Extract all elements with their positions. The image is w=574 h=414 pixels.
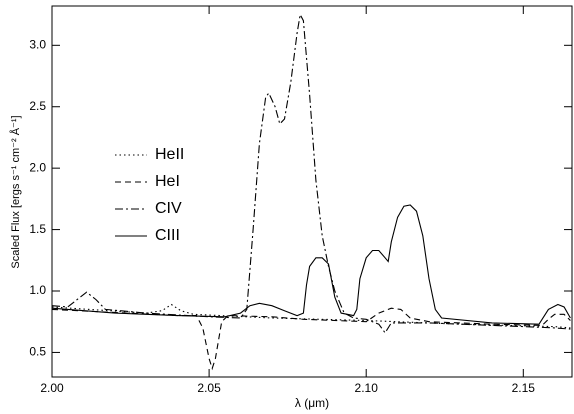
legend-label: HeI: [155, 173, 180, 190]
series-line: [51, 204, 571, 325]
series-line: [51, 12, 571, 334]
x-axis-label: λ (μm): [295, 396, 329, 410]
y-tick-label: 2.0: [29, 160, 46, 174]
y-tick-label: 0.5: [29, 345, 46, 359]
y-axis-label: Scaled Flux [ergs s⁻¹ cm⁻² Å⁻¹]: [9, 115, 22, 268]
legend-label: CIV: [155, 200, 182, 217]
x-tick-label: 2.00: [40, 381, 64, 395]
x-tick-label: 2.10: [355, 381, 379, 395]
y-tick-label: 2.5: [29, 99, 46, 113]
x-tick-label: 2.05: [197, 381, 221, 395]
y-tick-label: 3.0: [29, 37, 46, 51]
series-line: [51, 307, 571, 371]
x-tick-label: 2.15: [512, 381, 536, 395]
plot-frame: [51, 5, 573, 378]
y-tick-label: 1.5: [29, 222, 46, 236]
y-tick-label: 1.0: [29, 283, 46, 297]
legend-label: HeII: [155, 146, 184, 163]
legend-label: CIII: [155, 227, 180, 244]
series-line: [51, 303, 571, 329]
